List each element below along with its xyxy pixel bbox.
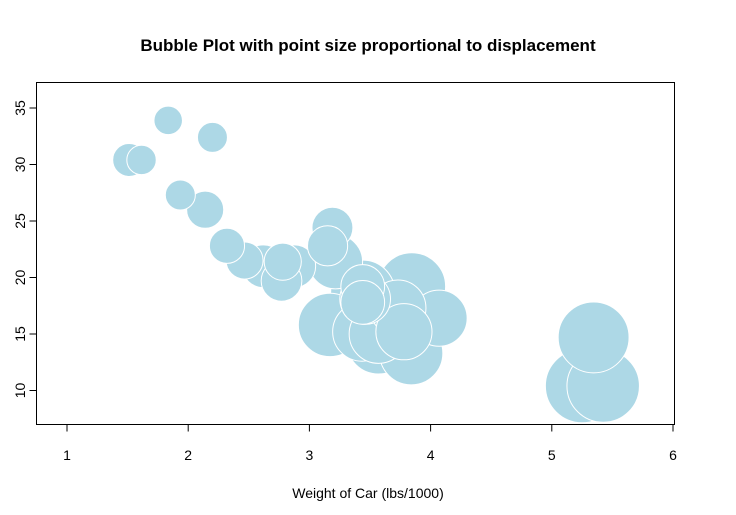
chart-title: Bubble Plot with point size proportional… bbox=[140, 36, 596, 55]
x-tick-label: 2 bbox=[184, 447, 192, 463]
y-tick-label: 20 bbox=[12, 270, 28, 286]
y-tick-label: 35 bbox=[12, 100, 28, 116]
y-axis: 10 15 20 25 30 35 bbox=[12, 100, 37, 398]
y-tick-label: 25 bbox=[12, 213, 28, 229]
x-tick-label: 5 bbox=[548, 447, 556, 463]
x-tick-label: 3 bbox=[306, 447, 314, 463]
bubble-point bbox=[307, 225, 349, 267]
x-axis: 1 2 3 4 5 6 bbox=[63, 424, 677, 463]
bubble-layer bbox=[112, 105, 640, 424]
bubble-point bbox=[375, 303, 433, 361]
bubble-point bbox=[263, 242, 302, 281]
x-axis-label: Weight of Car (lbs/1000) bbox=[292, 485, 443, 501]
bubble-point bbox=[186, 190, 225, 229]
bubble-point bbox=[126, 144, 157, 176]
y-tick-label: 30 bbox=[12, 157, 28, 173]
x-tick-label: 6 bbox=[669, 447, 677, 463]
bubble-point bbox=[208, 227, 246, 264]
y-tick-label: 15 bbox=[12, 326, 28, 342]
bubble-point bbox=[153, 105, 183, 136]
y-tick-label: 10 bbox=[12, 383, 28, 399]
bubble-point bbox=[340, 279, 386, 325]
bubble-point bbox=[164, 179, 196, 211]
x-tick-label: 1 bbox=[63, 447, 71, 463]
bubble-point bbox=[196, 121, 228, 153]
bubble-point bbox=[557, 301, 630, 374]
x-tick-label: 4 bbox=[427, 447, 435, 463]
